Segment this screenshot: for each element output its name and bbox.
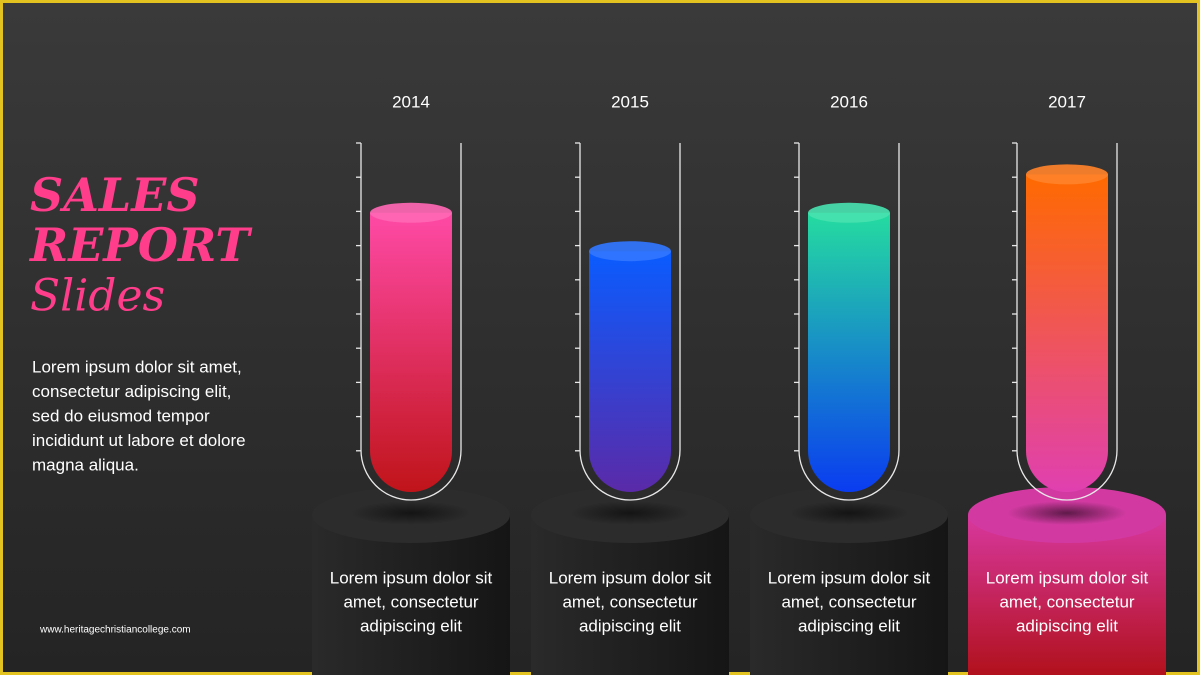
- description: Lorem ipsum dolor sit amet, consectetur a…: [32, 357, 246, 474]
- liquid-top: [370, 202, 452, 223]
- tube: [798, 143, 900, 501]
- caption-line: adipiscing elit: [798, 616, 900, 635]
- category-label: 2016: [830, 92, 868, 111]
- plot: 2014 Lorem ipsum dolor sit amet, consectet…: [312, 92, 1166, 675]
- pedestal-shadow: [351, 501, 471, 525]
- caption-line: Lorem ipsum dolor sit: [986, 568, 1149, 587]
- liquid-top-shine: [370, 202, 452, 223]
- caption-line: amet, consectetur: [781, 592, 916, 611]
- liquid-top: [808, 202, 890, 223]
- title-line: REPORT: [28, 218, 253, 272]
- liquid: [589, 251, 671, 492]
- caption-line: amet, consectetur: [562, 592, 697, 611]
- caption-line: amet, consectetur: [343, 592, 478, 611]
- subtitle: Slides: [30, 271, 165, 322]
- caption-line: Lorem ipsum dolor sit: [549, 568, 712, 587]
- title-line: SALES: [30, 168, 200, 222]
- tube: [1016, 143, 1118, 501]
- liquid: [370, 212, 452, 493]
- caption-line: adipiscing elit: [360, 616, 462, 635]
- pedestal-shadow: [789, 501, 909, 525]
- liquid-top: [1026, 164, 1108, 185]
- caption-line: adipiscing elit: [579, 616, 681, 635]
- caption-line: Lorem ipsum dolor sit: [768, 568, 931, 587]
- tube: [579, 143, 681, 501]
- description-line: Lorem ipsum dolor sit amet,: [32, 357, 242, 376]
- liquid-top-shine: [1026, 164, 1108, 185]
- description-line: consectetur adipiscing elit,: [32, 382, 231, 401]
- liquid-top-shine: [808, 202, 890, 223]
- pedestal-shadow: [570, 501, 690, 525]
- footer: www.heritagechristiancollege.com: [39, 625, 191, 636]
- pedestal-shadow: [1007, 501, 1127, 525]
- description-line: incididunt ut labore et dolore: [32, 431, 246, 450]
- tube: [360, 143, 462, 501]
- description-line: sed do eiusmod tempor: [32, 406, 210, 425]
- category-label: 2015: [611, 92, 649, 111]
- liquid: [1026, 174, 1108, 492]
- category-label: 2017: [1048, 92, 1086, 111]
- liquid: [808, 212, 890, 493]
- caption-line: amet, consectetur: [999, 592, 1134, 611]
- liquid-top: [589, 241, 671, 262]
- description-line: magna aliqua.: [32, 455, 139, 474]
- category-label: 2014: [392, 92, 430, 111]
- liquid-top-shine: [589, 241, 671, 262]
- caption-line: adipiscing elit: [1016, 616, 1118, 635]
- caption-line: Lorem ipsum dolor sit: [330, 568, 493, 587]
